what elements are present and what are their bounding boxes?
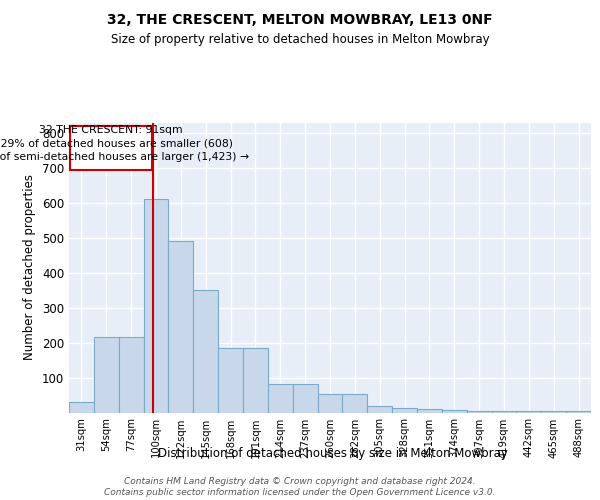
- Text: 32, THE CRESCENT, MELTON MOWBRAY, LE13 0NF: 32, THE CRESCENT, MELTON MOWBRAY, LE13 0…: [107, 12, 493, 26]
- Bar: [317, 394, 343, 412]
- Bar: [69, 402, 94, 412]
- Bar: [442, 410, 467, 412]
- Bar: [143, 200, 169, 412]
- Bar: [517, 411, 541, 412]
- Bar: [417, 409, 442, 412]
- Bar: [491, 411, 517, 412]
- Bar: [367, 406, 392, 412]
- Bar: [70, 126, 152, 170]
- Bar: [94, 338, 119, 412]
- Bar: [169, 242, 193, 412]
- Text: 32 THE CRESCENT: 91sqm: 32 THE CRESCENT: 91sqm: [39, 125, 182, 135]
- Bar: [243, 348, 268, 412]
- Y-axis label: Number of detached properties: Number of detached properties: [23, 174, 37, 360]
- Bar: [119, 338, 143, 412]
- Bar: [392, 408, 417, 412]
- Bar: [193, 290, 218, 412]
- Bar: [218, 348, 243, 412]
- Bar: [467, 411, 491, 412]
- Bar: [566, 411, 591, 412]
- Text: Distribution of detached houses by size in Melton Mowbray: Distribution of detached houses by size …: [158, 448, 508, 460]
- Text: ← 29% of detached houses are smaller (608): ← 29% of detached houses are smaller (60…: [0, 138, 233, 148]
- Text: 69% of semi-detached houses are larger (1,423) →: 69% of semi-detached houses are larger (…: [0, 152, 250, 162]
- Bar: [343, 394, 367, 412]
- Bar: [268, 384, 293, 412]
- Text: Size of property relative to detached houses in Melton Mowbray: Size of property relative to detached ho…: [110, 32, 490, 46]
- Text: Contains HM Land Registry data © Crown copyright and database right 2024.
Contai: Contains HM Land Registry data © Crown c…: [104, 478, 496, 497]
- Bar: [293, 384, 317, 412]
- Bar: [541, 411, 566, 412]
